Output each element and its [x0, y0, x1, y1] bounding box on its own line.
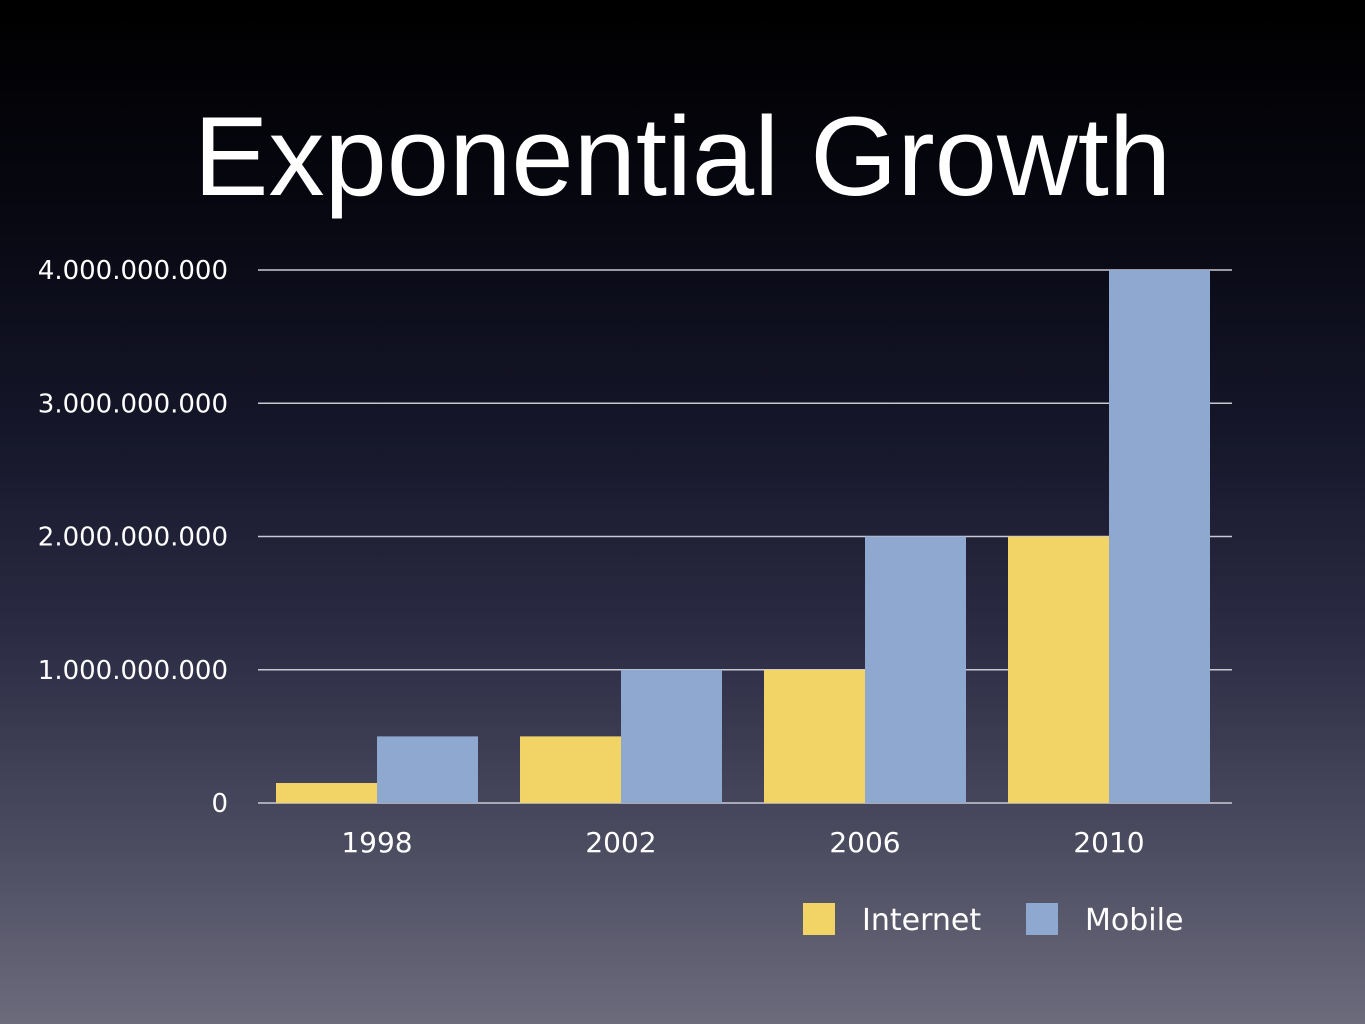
- x-category-label: 2010: [1073, 826, 1144, 859]
- bars: [276, 270, 1210, 803]
- y-tick-label: 1.000.000.000: [38, 656, 228, 686]
- bar-internet-2002: [520, 736, 621, 803]
- x-axis-category-labels: 1998 2002 2006 2010: [341, 826, 1144, 859]
- legend-label-internet: Internet: [862, 903, 981, 938]
- legend-swatch-internet: [803, 903, 835, 935]
- y-tick-label: 2.000.000.000: [38, 523, 228, 553]
- y-axis-tick-labels: 0 1.000.000.000 2.000.000.000 3.000.000.000…: [38, 256, 228, 819]
- y-tick-label: 4.000.000.000: [38, 256, 228, 286]
- legend-label-mobile: Mobile: [1085, 903, 1183, 938]
- bar-mobile-2002: [621, 669, 722, 803]
- x-category-label: 1998: [341, 826, 412, 859]
- bar-internet-2006: [764, 669, 865, 803]
- y-tick-label: 0: [211, 789, 228, 819]
- slide-title: Exponential Growth: [193, 94, 1172, 219]
- y-tick-label: 3.000.000.000: [38, 389, 228, 419]
- bar-mobile-2006: [865, 536, 966, 803]
- legend: Internet Mobile: [803, 903, 1183, 938]
- bar-mobile-1998: [377, 736, 478, 803]
- x-category-label: 2006: [829, 826, 900, 859]
- bar-internet-1998: [276, 783, 377, 803]
- x-category-label: 2002: [585, 826, 656, 859]
- legend-swatch-mobile: [1026, 903, 1058, 935]
- bar-mobile-2010: [1109, 270, 1210, 803]
- bar-internet-2010: [1008, 536, 1109, 803]
